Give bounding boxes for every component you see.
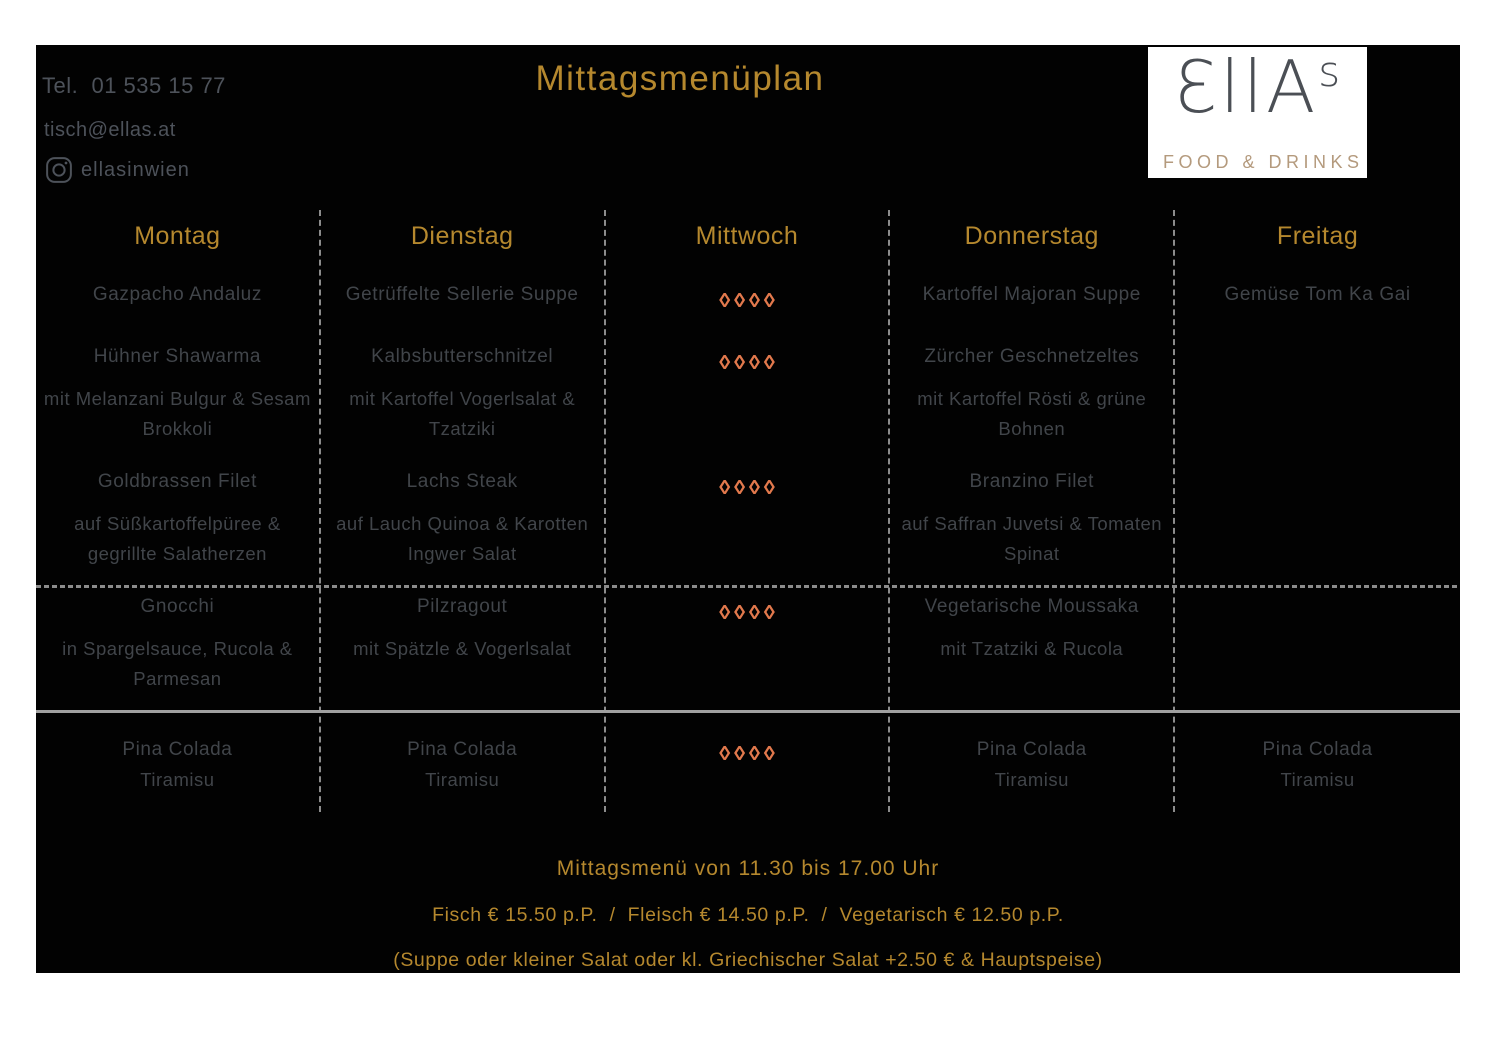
menu-cell-soup-donnerstag: Kartoffel Majoran Suppe [890,270,1173,335]
diamonds-marker: ◊◊◊◊ [719,602,780,624]
dish-description: in Spargelsauce, Rucola & Parmesan [62,638,293,689]
dish-title: Goldbrassen Filet [97,471,257,492]
dish-description: mit Kartoffel Vogerlsalat & Tzatziki [349,388,576,439]
logo-wordmark: ƐllAs [1174,45,1341,129]
dish-description: Tiramisu [140,769,215,790]
footer-note: (Suppe oder kleiner Salat oder kl. Griec… [393,949,1103,971]
menu-cell-fish-mittwoch: ◊◊◊◊ [606,460,889,585]
menu-cell-fish-freitag [1175,460,1460,585]
dish-description: Tiramisu [425,769,500,790]
footer-prices: Fisch € 15.50 p.P. / Fleisch € 14.50 p.P… [432,904,1064,926]
dish-title: Pina Colada [407,739,518,760]
dish-title: Branzino Filet [969,471,1095,492]
dish-title: Gazpacho Andaluz [92,284,262,305]
menu-cell-soup-montag: Gazpacho Andaluz [36,270,319,335]
footer-block: Mittagsmenü von 11.30 bis 17.00 Uhr Fisc… [36,855,1460,973]
dish-description: auf Saffran Juvetsi & Tomaten Spinat [901,513,1163,564]
menu-cell-fish-dienstag: Lachs Steak auf Lauch Quinoa & Karotten In… [321,460,604,585]
instagram-icon [44,155,74,185]
dish-title: Pina Colada [122,739,233,760]
footer-hours: Mittagsmenü von 11.30 bis 17.00 Uhr [556,857,940,880]
menu-cell-dessert-dienstag: Pina Colada Tiramisu [321,710,604,812]
menu-cell-main-meat-mittwoch: ◊◊◊◊ [606,335,889,460]
divider-solid-horizontal [36,710,1460,713]
divider-dashed-horizontal [36,585,1460,588]
dish-description: mit Melanzani Bulgur & Sesam Brokkoli [43,388,311,439]
dish-title: Zürcher Geschnetzeltes [924,346,1140,367]
menu-grid: Montag Gazpacho Andaluz Hühner Shawarma mit… [36,210,1460,812]
menu-column-montag: Montag Gazpacho Andaluz Hühner Shawarma mit… [36,210,321,812]
menu-cell-dessert-freitag: Pina Colada Tiramisu [1175,710,1460,812]
menu-cell-vegetarian-donnerstag: Vegetarische Moussaka mit Tzatziki & Ruco… [890,585,1173,710]
menu-cell-soup-dienstag: Getrüffelte Sellerie Suppe [321,270,604,335]
dish-title: Vegetarische Moussaka [924,596,1139,617]
instagram-row: ellasinwien [44,155,226,185]
menu-flyer-panel: Tel. 01 535 15 77 tisch@ellas.at ellasin… [36,45,1460,973]
dish-description: mit Kartoffel Rösti & grüne Bohnen [917,388,1147,439]
menu-cell-dessert-donnerstag: Pina Colada Tiramisu [890,710,1173,812]
menu-cell-main-meat-montag: Hühner Shawarma mit Melanzani Bulgur & Se… [36,335,319,460]
menu-cell-soup-mittwoch: ◊◊◊◊ [606,270,889,335]
menu-cell-fish-montag: Goldbrassen Filet auf Süßkartoffelpüree &… [36,460,319,585]
dish-title: Gnocchi [140,596,215,617]
diamonds-marker: ◊◊◊◊ [719,743,780,765]
dish-title: Gemüse Tom Ka Gai [1224,284,1411,305]
contact-block: Tel. 01 535 15 77 tisch@ellas.at ellasin… [42,73,226,185]
menu-column-freitag: Freitag Gemüse Tom Ka Gai Pina Colada Tiram… [1175,210,1460,812]
menu-cell-vegetarian-mittwoch: ◊◊◊◊ [606,585,889,710]
menu-cell-main-meat-freitag [1175,335,1460,460]
menu-cell-vegetarian-dienstag: Pilzragout mit Spätzle & Vogerlsalat [321,585,604,710]
menu-cell-vegetarian-montag: Gnocchi in Spargelsauce, Rucola & Parmesan [36,585,319,710]
dish-description: auf Süßkartoffelpüree & gegrillte Salathe… [74,513,281,564]
diamonds-marker: ◊◊◊◊ [719,352,780,374]
dish-title: Pilzragout [416,596,508,617]
logo-wordmark-sup: s [1318,47,1341,96]
day-header-montag: Montag [134,222,221,250]
email-address: tisch@ellas.at [44,119,176,141]
logo-tagline: FOOD & DRINKS [1163,152,1364,172]
dish-title: Lachs Steak [406,471,518,492]
diamonds-marker: ◊◊◊◊ [719,290,780,312]
page-title: Mittagsmenüplan [535,59,825,98]
day-header-mittwoch: Mittwoch [695,222,799,250]
dish-title: Hühner Shawarma [93,346,262,367]
menu-column-mittwoch: Mittwoch ◊◊◊◊ ◊◊◊◊ ◊◊◊◊ ◊◊◊◊ ◊◊◊◊ [606,210,891,812]
dish-title: Getrüffelte Sellerie Suppe [345,284,579,305]
dish-description: Tiramisu [1280,769,1355,790]
day-header-dienstag: Dienstag [410,222,514,250]
menu-column-dienstag: Dienstag Getrüffelte Sellerie Suppe Kalbsb… [321,210,606,812]
dish-title: Pina Colada [1262,739,1373,760]
menu-cell-main-meat-dienstag: Kalbsbutterschnitzel mit Kartoffel Vogerl… [321,335,604,460]
menu-cell-dessert-montag: Pina Colada Tiramisu [36,710,319,812]
phone-number: Tel. 01 535 15 77 [42,73,226,98]
dish-description: auf Lauch Quinoa & Karotten Ingwer Salat [336,513,589,564]
menu-cell-fish-donnerstag: Branzino Filet auf Saffran Juvetsi & Toma… [890,460,1173,585]
menu-cell-main-meat-donnerstag: Zürcher Geschnetzeltes mit Kartoffel Röst… [890,335,1173,460]
menu-cell-soup-freitag: Gemüse Tom Ka Gai [1175,270,1460,335]
day-header-donnerstag: Donnerstag [964,222,1099,250]
dish-title: Kalbsbutterschnitzel [371,346,554,367]
restaurant-logo: ƐllAs FOOD & DRINKS [1148,47,1367,178]
menu-column-donnerstag: Donnerstag Kartoffel Majoran Suppe Zürcher… [890,210,1176,812]
diamonds-marker: ◊◊◊◊ [719,477,780,499]
dish-title: Kartoffel Majoran Suppe [922,284,1141,305]
menu-cell-dessert-mittwoch: ◊◊◊◊ [606,710,889,812]
day-header-freitag: Freitag [1276,222,1359,250]
instagram-handle: ellasinwien [81,158,190,181]
dish-description: Tiramisu [994,769,1069,790]
dish-title: Pina Colada [976,739,1087,760]
dish-description: mit Tzatziki & Rucola [940,638,1124,659]
dish-description: mit Spätzle & Vogerlsalat [353,638,572,659]
menu-cell-vegetarian-freitag [1175,585,1460,710]
